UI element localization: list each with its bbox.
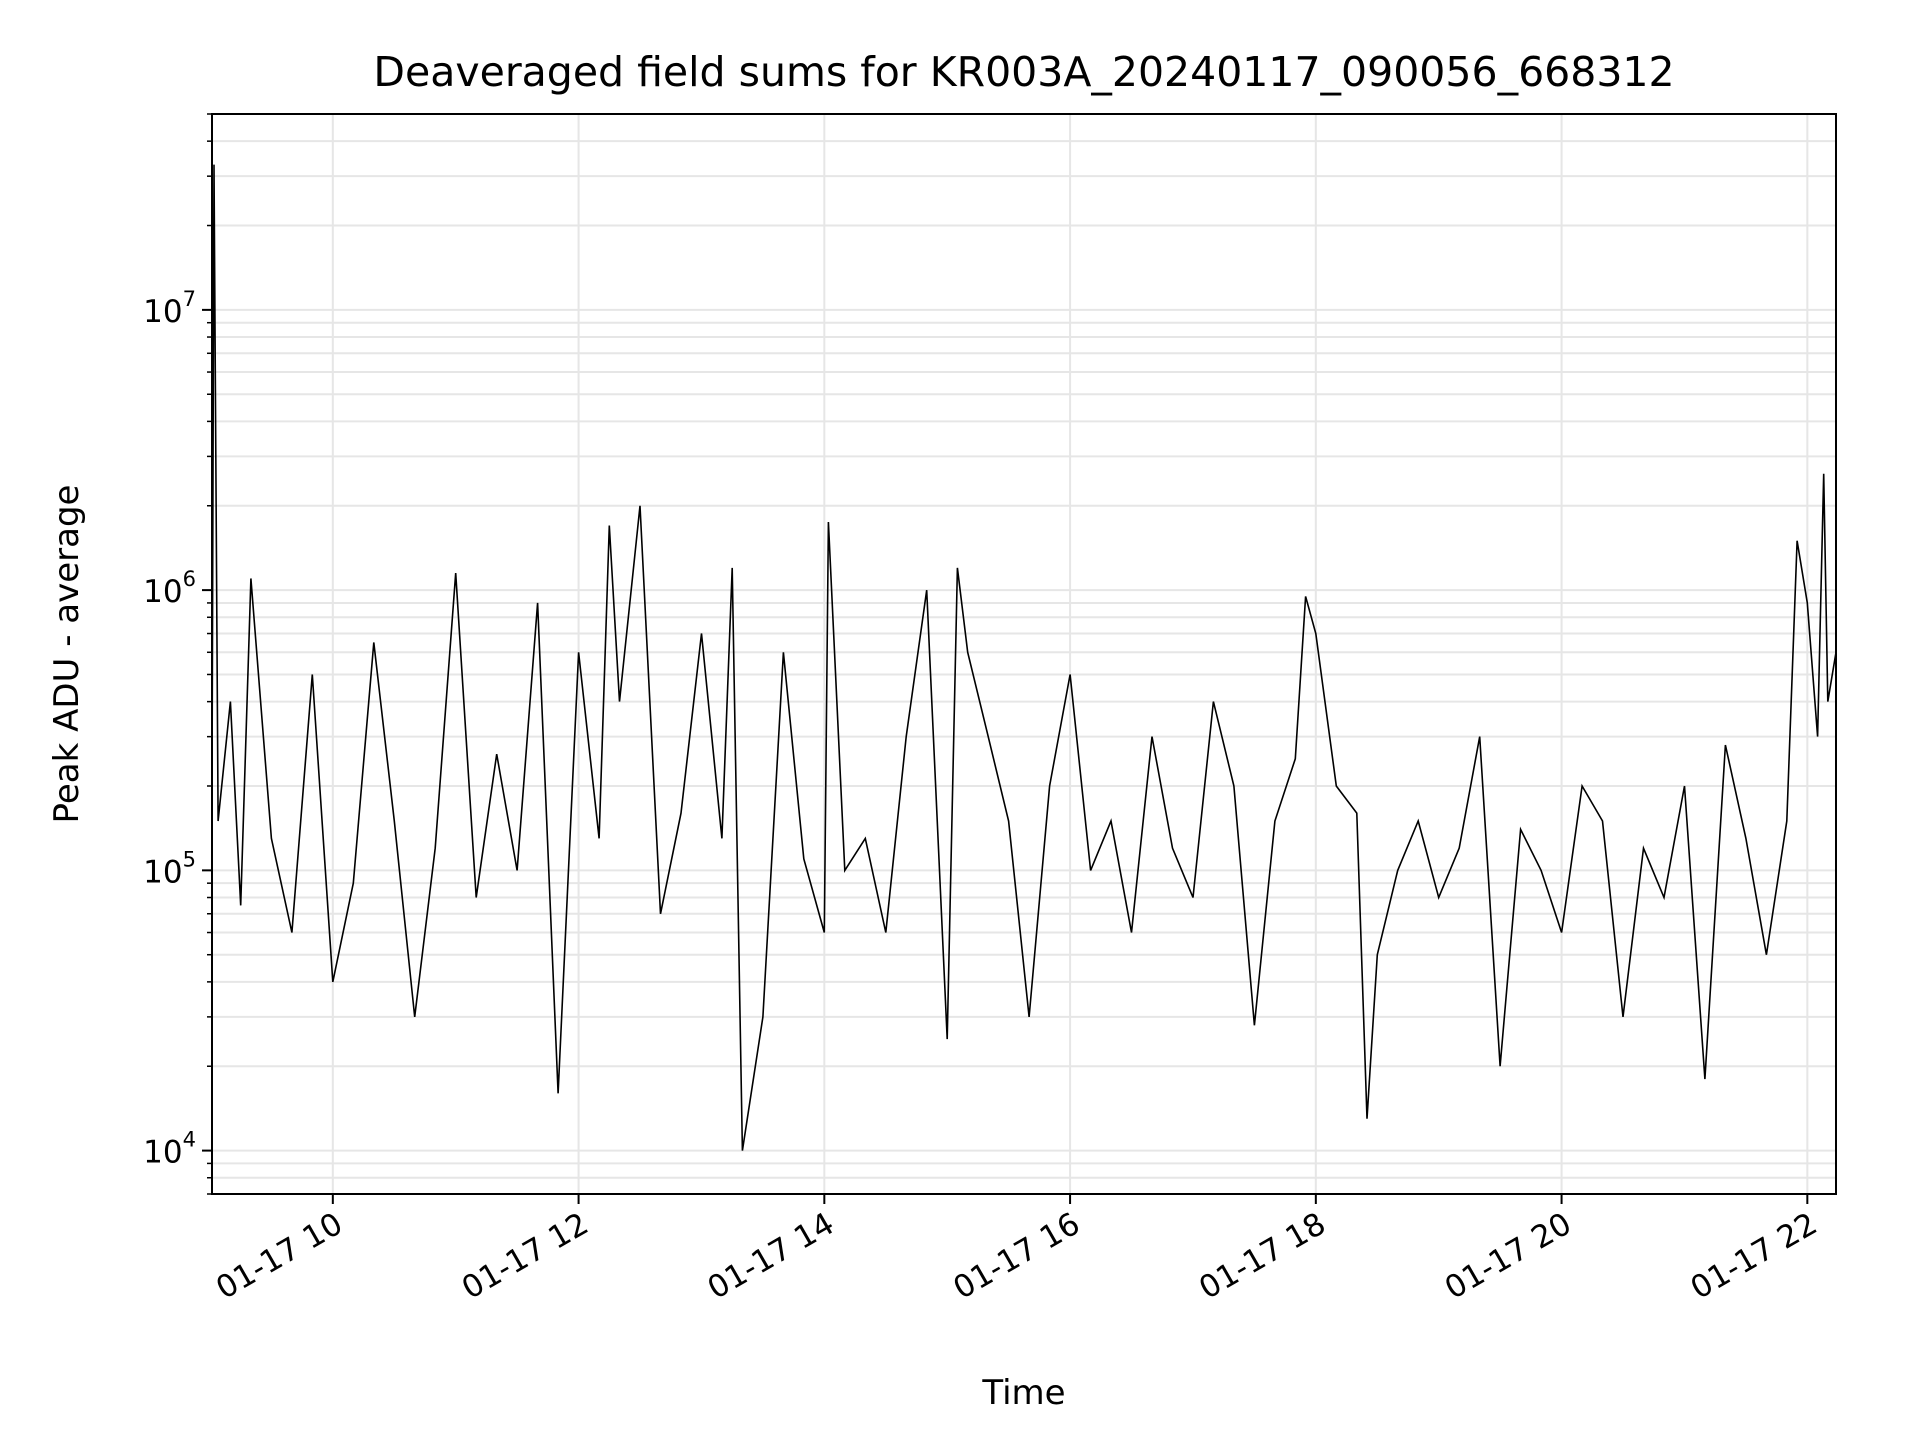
y-tick-exponent: 7: [183, 287, 196, 311]
x-axis-label: Time: [981, 1373, 1065, 1413]
axis-ticks: [202, 113, 1809, 1204]
y-tick-exponent: 6: [183, 567, 196, 591]
series-line: [211, 164, 1837, 1151]
y-tick-label: 105: [143, 847, 196, 890]
y-axis-label: Peak ADU - average: [47, 485, 87, 824]
series-layer: [211, 164, 1837, 1151]
grid: [212, 113, 1836, 1195]
y-tick-base: 10: [143, 294, 182, 330]
plot-frame: [211, 113, 1837, 1195]
chart-title: Deaveraged field sums for KR003A_2024011…: [373, 48, 1674, 96]
y-tick-base: 10: [143, 854, 182, 890]
y-tick-base: 10: [143, 574, 182, 610]
y-tick-base: 10: [143, 1135, 182, 1171]
y-tick-exponent: 5: [183, 847, 196, 871]
y-tick-label: 106: [143, 567, 196, 610]
y-tick-label: 107: [143, 287, 196, 330]
y-tick-label: 104: [143, 1128, 196, 1171]
y-tick-exponent: 4: [183, 1128, 196, 1152]
